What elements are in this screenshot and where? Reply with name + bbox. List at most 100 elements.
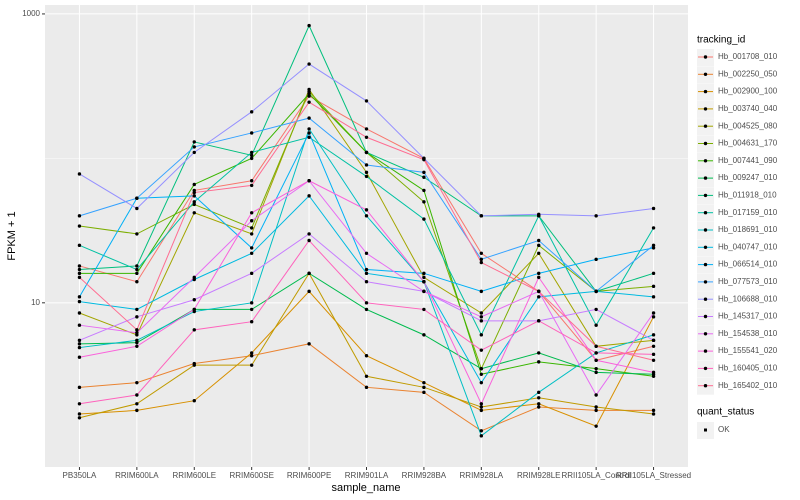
data-point <box>364 267 369 272</box>
data-point <box>135 267 139 272</box>
data-point <box>249 219 254 223</box>
y-tick-label: 1000 <box>22 9 40 18</box>
data-point <box>249 320 254 324</box>
data-point <box>364 301 369 305</box>
data-point <box>364 307 369 312</box>
data-point <box>594 344 598 348</box>
legend-label: Hb_165402_010 <box>718 381 778 390</box>
data-point <box>135 380 139 385</box>
data-point <box>307 23 311 28</box>
data-point <box>77 267 82 272</box>
data-point <box>422 217 426 221</box>
data-point <box>249 354 254 358</box>
data-point <box>135 402 139 406</box>
data-point <box>479 366 484 371</box>
data-point <box>249 301 254 305</box>
data-point <box>479 260 484 265</box>
data-point <box>249 351 254 355</box>
data-point <box>651 344 656 348</box>
data-point <box>249 307 254 312</box>
data-point <box>77 214 82 218</box>
x-tick-label: RRIM901LA <box>345 471 389 480</box>
x-tick-label: RRIM600LA <box>115 471 159 480</box>
data-point <box>192 399 196 403</box>
data-point <box>249 251 254 256</box>
data-point <box>651 311 656 315</box>
data-point <box>77 342 82 346</box>
data-point <box>651 358 656 362</box>
data-point <box>479 434 484 438</box>
data-point <box>364 251 369 256</box>
data-point <box>422 333 426 337</box>
legend-label: Hb_002250_050 <box>718 69 778 78</box>
data-point <box>364 271 369 276</box>
data-point <box>422 380 426 385</box>
legend-label: Hb_017159_010 <box>718 208 778 217</box>
data-point <box>479 315 484 319</box>
data-point <box>422 280 426 284</box>
data-point <box>479 257 484 262</box>
data-point <box>537 351 541 355</box>
data-point <box>249 363 254 367</box>
data-point <box>479 348 484 352</box>
data-point <box>594 257 598 262</box>
data-point <box>192 140 196 144</box>
data-point <box>479 214 484 218</box>
legend-label: Hb_001708_010 <box>718 52 778 61</box>
legend-label: Hb_018691_010 <box>718 225 778 234</box>
x-tick-label: RRIM928LA <box>460 471 504 480</box>
legend-title: tracking_id <box>697 35 745 46</box>
data-point <box>594 289 598 294</box>
data-point <box>135 328 139 332</box>
data-point <box>192 363 196 367</box>
legend-key-point <box>703 107 708 111</box>
data-point <box>135 206 139 211</box>
data-point <box>77 275 82 280</box>
data-point <box>249 226 254 230</box>
data-point <box>249 156 254 161</box>
data-point <box>364 174 369 179</box>
legend-key-point <box>703 245 708 249</box>
data-point <box>364 354 369 358</box>
data-point <box>135 344 139 348</box>
legend-label: Hb_002900_100 <box>718 87 778 96</box>
y-axis-title: FPKM + 1 <box>6 211 18 260</box>
data-point <box>307 131 311 135</box>
legend-label: Hb_160405_010 <box>718 364 778 373</box>
data-point <box>537 402 541 406</box>
data-point <box>249 211 254 215</box>
data-point <box>364 135 369 139</box>
x-tick-label: RRIM600LE <box>172 471 216 480</box>
data-point <box>651 412 656 416</box>
legend-key-point <box>703 366 708 371</box>
data-point <box>594 351 598 355</box>
data-point <box>307 100 311 104</box>
data-point <box>651 246 656 250</box>
data-point <box>594 366 598 371</box>
data-point <box>307 179 311 183</box>
data-point <box>307 116 311 120</box>
data-point <box>651 408 656 413</box>
data-point <box>594 405 598 409</box>
data-point <box>307 232 311 236</box>
data-point <box>364 170 369 175</box>
x-tick-label: RRII105LA_Stressed <box>616 471 691 480</box>
shape-legend-title: quant_status <box>697 407 754 418</box>
data-point <box>192 182 196 187</box>
data-point <box>422 289 426 294</box>
legend-key-point <box>703 349 708 353</box>
data-point <box>135 264 139 268</box>
data-point <box>537 396 541 400</box>
data-point <box>537 295 541 299</box>
data-point <box>422 200 426 204</box>
data-point <box>135 331 139 335</box>
data-point <box>537 212 541 217</box>
data-point <box>77 271 82 276</box>
legend-key-point <box>703 159 708 163</box>
x-tick-label: RRIM928BA <box>402 471 447 480</box>
data-point <box>651 352 656 357</box>
data-point <box>135 280 139 284</box>
data-point <box>594 424 598 428</box>
data-point <box>479 380 484 385</box>
x-axis-title: sample_name <box>331 482 400 494</box>
